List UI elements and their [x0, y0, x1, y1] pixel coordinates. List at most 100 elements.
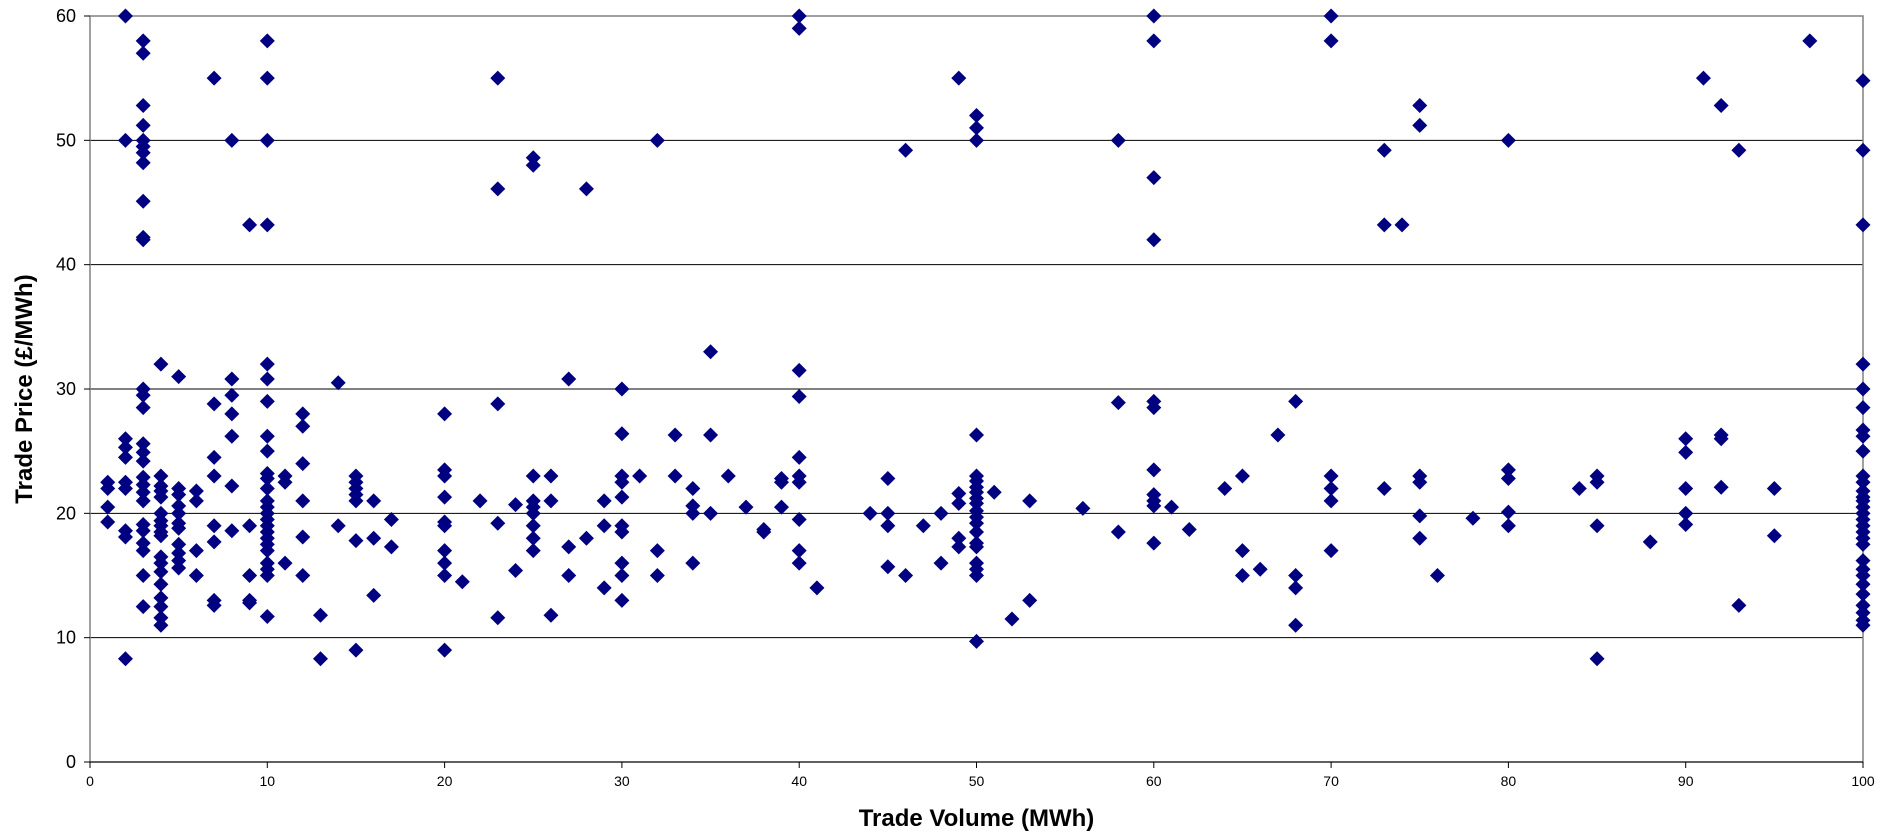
data-point [135, 98, 151, 114]
data-point [791, 474, 807, 490]
data-point [508, 563, 524, 579]
data-point [1766, 528, 1782, 544]
data-point [951, 485, 967, 501]
data-point [578, 181, 594, 197]
data-point [969, 568, 984, 583]
data-point [277, 474, 293, 490]
data-point [135, 543, 151, 559]
data-point [366, 493, 382, 509]
data-point [242, 568, 258, 583]
data-point [1234, 568, 1250, 583]
data-point [206, 468, 222, 484]
data-point [153, 564, 169, 580]
data-point [153, 599, 169, 615]
data-point [1855, 568, 1871, 583]
data-point [1234, 468, 1250, 484]
data-point [259, 428, 275, 444]
data-point [117, 431, 133, 447]
x-tick-label: 50 [969, 773, 985, 789]
data-point [1288, 580, 1304, 596]
data-point [171, 487, 187, 503]
data-point [880, 518, 896, 534]
data-point [933, 505, 949, 521]
data-point [330, 375, 346, 391]
data-point [259, 132, 275, 148]
data-point [171, 505, 187, 521]
data-point [330, 518, 346, 534]
data-point [738, 499, 754, 515]
data-point [437, 555, 453, 571]
data-point [1802, 33, 1818, 49]
data-point [206, 534, 222, 550]
data-point [153, 617, 169, 633]
data-point [969, 633, 984, 649]
data-point [437, 543, 453, 559]
data-point [596, 580, 612, 596]
data-point [153, 468, 169, 484]
data-point [1855, 586, 1871, 602]
data-point [1323, 33, 1339, 49]
data-point [490, 70, 506, 86]
data-point [312, 607, 328, 623]
data-point [1589, 474, 1605, 490]
data-point [259, 568, 275, 583]
data-point [1376, 217, 1392, 233]
data-point [224, 478, 240, 494]
data-point [543, 493, 559, 509]
data-point [1022, 493, 1038, 509]
data-point [898, 142, 914, 158]
data-point [135, 33, 151, 49]
data-point [525, 468, 541, 484]
data-point [1500, 462, 1516, 478]
data-point [490, 610, 506, 626]
data-point [986, 484, 1002, 500]
data-point [1766, 480, 1782, 496]
data-point [1713, 98, 1729, 114]
data-point [1855, 356, 1871, 372]
data-point [100, 480, 116, 496]
data-point [508, 497, 524, 513]
data-point [135, 155, 151, 171]
data-point [153, 356, 169, 372]
data-point [490, 396, 506, 412]
data-point [1288, 568, 1304, 583]
data-point [206, 396, 222, 412]
data-point [224, 428, 240, 444]
data-point [135, 493, 151, 509]
data-point [135, 387, 151, 403]
data-point [1412, 474, 1428, 490]
data-point [525, 157, 541, 173]
data-point [791, 543, 807, 559]
data-point [969, 120, 984, 136]
data-point [1855, 474, 1871, 490]
data-points [100, 8, 1871, 667]
data-point [348, 642, 364, 658]
data-point [969, 132, 984, 148]
data-point [525, 505, 541, 521]
data-point [1855, 381, 1871, 397]
data-point [117, 8, 133, 24]
data-point [437, 406, 453, 422]
x-axis-title: Trade Volume (MWh) [859, 805, 1095, 832]
x-tick-label: 30 [614, 773, 630, 789]
y-tick-label: 50 [56, 130, 76, 150]
data-point [242, 595, 258, 611]
data-point [1500, 504, 1516, 520]
data-point [720, 468, 736, 484]
data-point [614, 524, 630, 540]
data-point [1412, 98, 1428, 114]
data-point [1855, 576, 1871, 592]
data-point [135, 599, 151, 615]
data-point [1288, 617, 1304, 633]
data-point [862, 505, 878, 521]
data-point [773, 474, 789, 490]
data-point [1075, 500, 1091, 516]
data-point [259, 609, 275, 625]
data-point [295, 418, 311, 434]
data-point [791, 512, 807, 528]
data-point [117, 449, 133, 465]
data-point [153, 489, 169, 505]
data-point [206, 449, 222, 465]
data-point [153, 528, 169, 544]
